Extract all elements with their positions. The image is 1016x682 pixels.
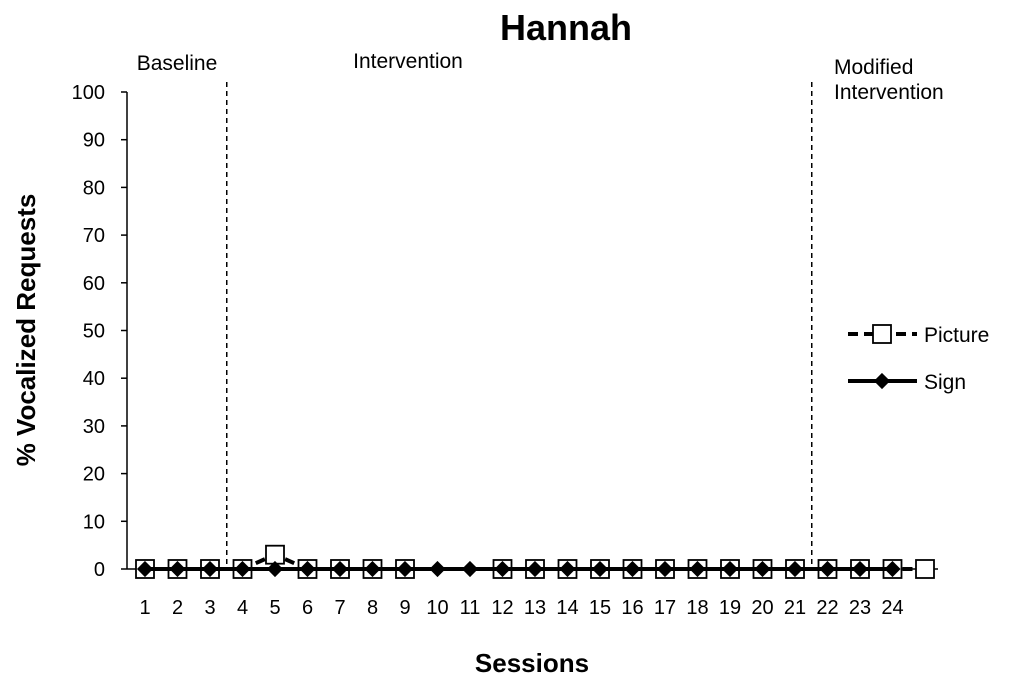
- y-tick-label: 0: [94, 559, 105, 581]
- x-tick-label: 21: [784, 597, 806, 619]
- sign-marker: [884, 560, 901, 578]
- sign-marker: [721, 560, 739, 578]
- sign-marker: [299, 560, 316, 578]
- series-layer: [135, 544, 935, 579]
- y-axis: 0 10 20 30 40 50 60 70 80 90 100: [72, 82, 128, 581]
- y-tick-label: 40: [83, 368, 105, 390]
- x-tick-label: 13: [524, 597, 546, 619]
- y-tick-label: 100: [72, 82, 105, 104]
- phase-change-lines: [226, 82, 813, 569]
- sign-marker: [819, 560, 836, 578]
- series-sign: [136, 560, 901, 578]
- y-tick-label: 20: [83, 464, 105, 486]
- x-tick-label: 11: [460, 597, 481, 619]
- x-tick-label: 1: [139, 597, 150, 619]
- phase-label-line: Intervention: [834, 81, 944, 104]
- picture-marker: [915, 559, 935, 579]
- phase-label: Intervention: [353, 50, 463, 73]
- sign-marker: [331, 560, 349, 578]
- x-tick-label: 14: [556, 597, 578, 619]
- phase-label: Baseline: [137, 52, 218, 75]
- y-tick-label: 50: [83, 321, 105, 343]
- y-tick-label: 60: [83, 273, 105, 295]
- sign-marker: [136, 560, 154, 578]
- x-tick-label: 9: [399, 597, 410, 619]
- x-tick-label: 22: [816, 597, 838, 619]
- sign-marker: [396, 560, 414, 578]
- x-tick-label: 15: [589, 597, 611, 619]
- legend-label: Picture: [924, 324, 989, 347]
- sign-marker: [461, 560, 479, 578]
- x-tick-label: 5: [269, 597, 280, 619]
- legend-label: Sign: [924, 371, 966, 394]
- x-tick-label: 4: [237, 597, 248, 619]
- sign-marker: [364, 560, 381, 578]
- x-tick-label: 6: [302, 597, 313, 619]
- sign-marker: [266, 560, 284, 578]
- sign-marker: [689, 560, 706, 578]
- x-tick-label: 17: [654, 597, 676, 619]
- sign-marker: [494, 560, 511, 578]
- sign-marker: [591, 560, 609, 578]
- x-tick-label: 12: [491, 597, 513, 619]
- sign-marker: [873, 372, 891, 390]
- y-tick-label: 80: [83, 177, 105, 199]
- phase-label-line: Modified: [834, 56, 913, 79]
- x-tick-label: 16: [621, 597, 643, 619]
- x-tick-label: 3: [204, 597, 215, 619]
- sign-marker: [526, 560, 544, 578]
- x-axis-title: Sessions: [475, 648, 589, 678]
- sign-marker: [786, 560, 804, 578]
- sign-marker: [429, 560, 446, 578]
- y-tick-label: 30: [83, 416, 105, 438]
- sign-marker: [624, 560, 641, 578]
- sign-marker: [201, 560, 219, 578]
- y-tick-label: 10: [83, 511, 105, 533]
- y-tick-label: 90: [83, 130, 105, 152]
- x-tick-label: 19: [719, 597, 741, 619]
- x-tick-label: 20: [751, 597, 773, 619]
- legend: Picture Sign: [848, 324, 989, 394]
- phase-labels: Baseline Intervention Modified Intervention: [137, 50, 944, 104]
- y-axis-title: % Vocalized Requests: [11, 194, 41, 467]
- x-tick-label: 10: [426, 597, 448, 619]
- sign-marker: [234, 560, 251, 578]
- x-tick-label: 2: [172, 597, 183, 619]
- x-tick-label: 23: [849, 597, 871, 619]
- sign-marker: [851, 560, 869, 578]
- chart-title: Hannah: [500, 7, 632, 48]
- x-tick-label: 8: [367, 597, 378, 619]
- picture-marker: [872, 324, 892, 344]
- sign-marker: [559, 560, 576, 578]
- sign-marker: [754, 560, 771, 578]
- phase-label: Modified Intervention: [834, 56, 944, 104]
- x-tick-label: 24: [881, 597, 903, 619]
- x-tick-label: 7: [334, 597, 345, 619]
- sign-marker: [169, 560, 186, 578]
- sign-marker: [656, 560, 674, 578]
- y-tick-label: 70: [83, 225, 105, 247]
- x-tick-label: 18: [686, 597, 708, 619]
